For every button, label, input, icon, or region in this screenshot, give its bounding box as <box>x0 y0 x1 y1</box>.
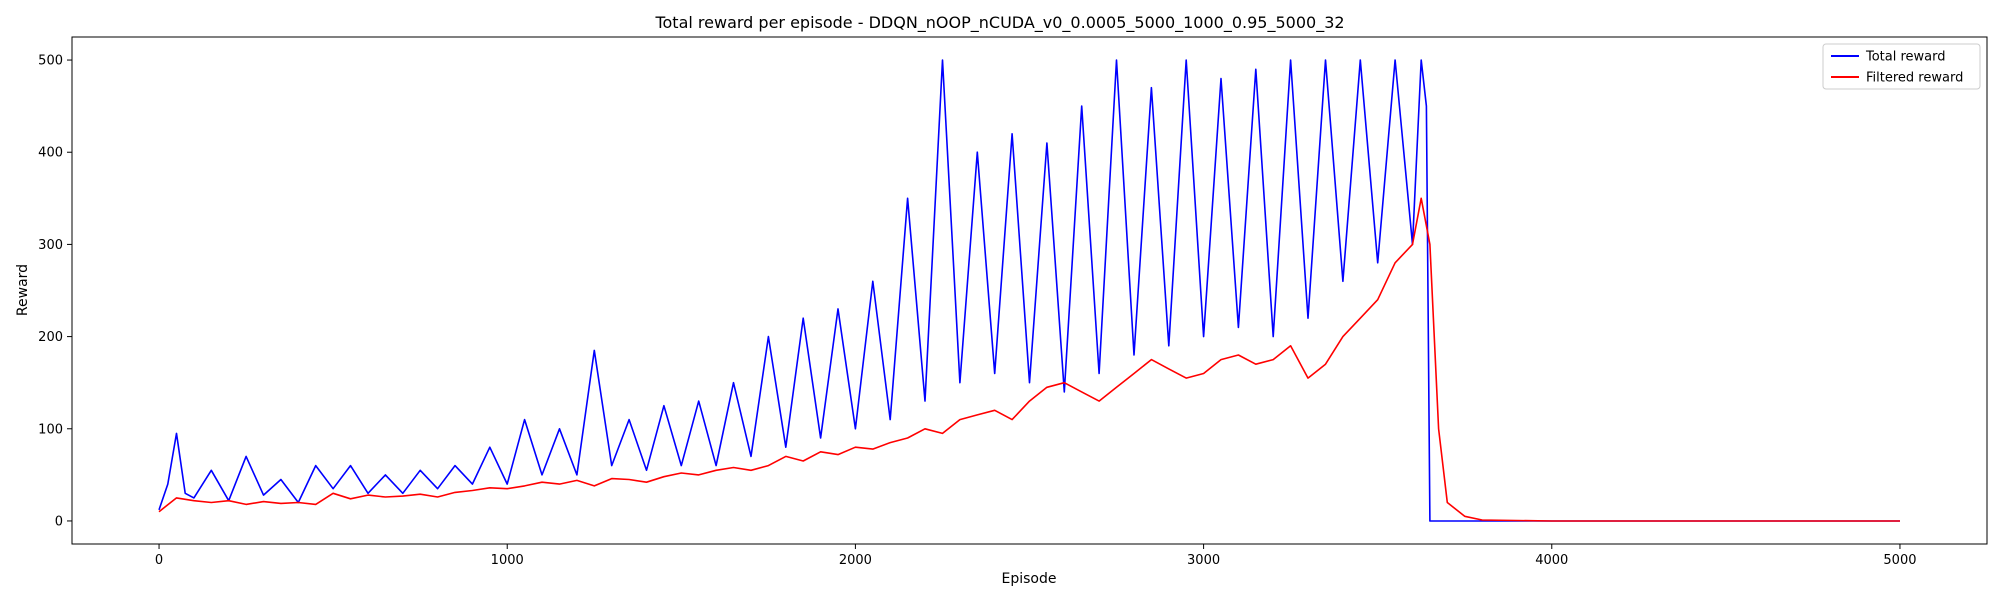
plot-frame <box>71 36 1988 545</box>
x-tick-label: 3000 <box>1187 553 1220 568</box>
plot-lines <box>158 59 1900 522</box>
chart-title: Total reward per episode - DDQN_nOOP_nCU… <box>654 13 1344 33</box>
y-tick-label: 400 <box>38 146 63 161</box>
x-tick-label: 2000 <box>839 553 872 568</box>
y-tick-label: 500 <box>38 54 63 69</box>
legend-box <box>1822 43 1981 90</box>
y-axis-ticks: 0 100 200 300 400 500 <box>38 54 72 529</box>
x-tick-label: 4000 <box>1535 553 1568 568</box>
series-line-total-reward <box>158 59 1900 522</box>
y-tick-label: 0 <box>55 514 63 529</box>
x-tick-label: 1000 <box>491 553 524 568</box>
x-tick-label: 0 <box>155 553 163 568</box>
y-tick-label: 100 <box>38 422 63 437</box>
legend-entry-label: Total reward <box>1865 50 1946 65</box>
y-axis-label: Reward <box>15 264 31 316</box>
y-tick-label: 200 <box>38 330 63 345</box>
x-axis-label: Episode <box>1002 571 1057 587</box>
x-tick-label: 5000 <box>1883 553 1916 568</box>
series-line-filtered-reward <box>158 197 1900 522</box>
x-axis-ticks: 0 1000 2000 3000 4000 5000 <box>155 544 1917 568</box>
legend-entry-label: Filtered reward <box>1866 71 1963 86</box>
y-tick-label: 300 <box>38 238 63 253</box>
legend: Total reward Filtered reward <box>1822 43 1981 90</box>
